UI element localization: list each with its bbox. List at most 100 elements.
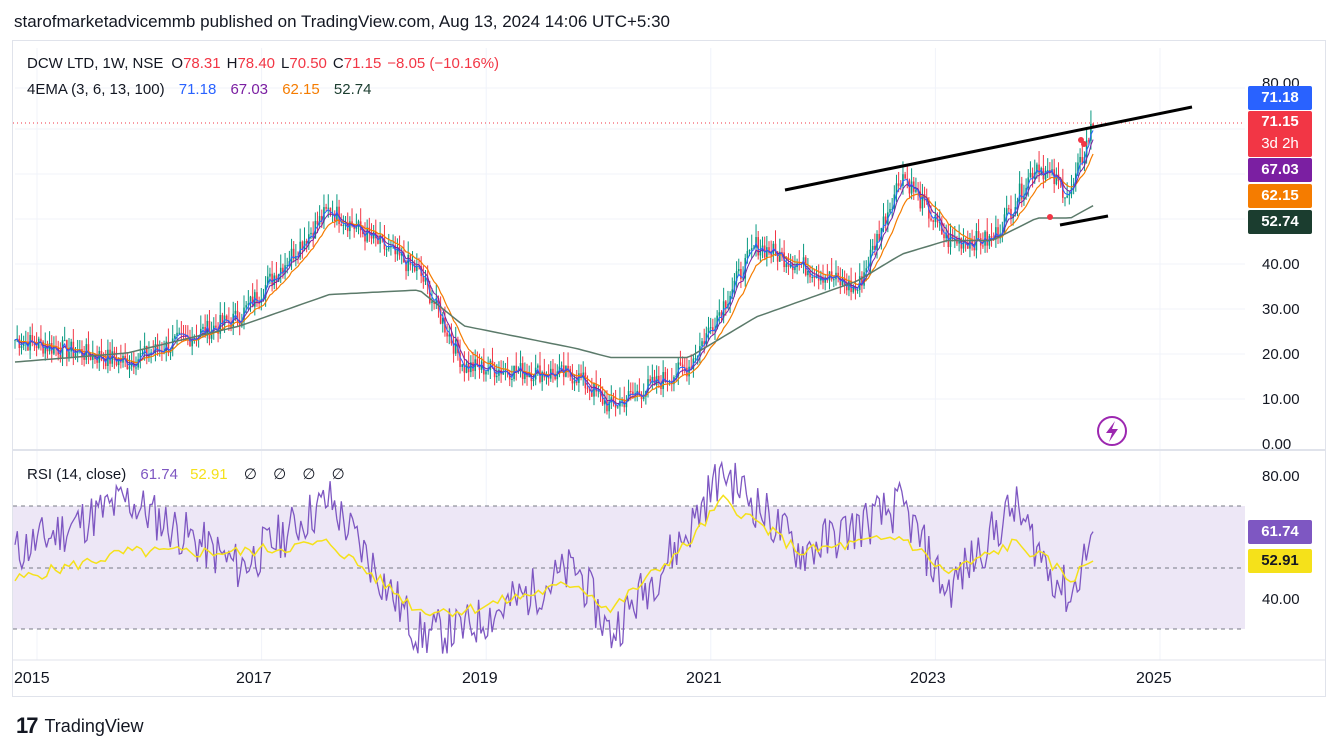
candle-body	[865, 268, 868, 273]
candle-body	[245, 305, 247, 308]
candle-body	[1031, 172, 1034, 179]
candle-body	[694, 358, 697, 360]
chart-frame[interactable]	[12, 40, 1326, 697]
candle-body	[770, 253, 772, 256]
candle-body	[424, 277, 427, 282]
rsi-legend[interactable]: RSI (14, close) 61.74 52.91 ∅ ∅ ∅ ∅	[27, 465, 351, 483]
low-value: 70.50	[289, 55, 327, 72]
candle-body	[422, 275, 425, 282]
price-tick: 0.00	[1262, 436, 1291, 453]
candle-body	[785, 263, 788, 268]
candle-body	[845, 285, 848, 291]
resistance-trendline[interactable]	[784, 105, 1193, 192]
change-value: −8.05 (−10.16%)	[387, 55, 500, 72]
candle-body	[923, 194, 926, 201]
candle-body	[638, 390, 641, 395]
candle-body	[604, 400, 606, 405]
rsi-legend-name: RSI (14, close)	[27, 466, 127, 483]
ema3-line	[14, 130, 1094, 407]
candle-body	[498, 369, 500, 376]
candle-body	[748, 250, 751, 252]
candle-body	[342, 224, 345, 226]
price-axis[interactable]: 80.00 40.00 30.00 20.00 10.00 0.00	[1262, 75, 1300, 453]
tradingview-footer[interactable]: 17 TradingView	[16, 713, 144, 739]
candle-body	[355, 227, 358, 229]
candle-body	[470, 362, 472, 373]
candle-body	[292, 248, 295, 260]
candle-body	[789, 263, 792, 267]
candle-body	[856, 289, 859, 291]
candle-body	[431, 301, 433, 304]
candle-body	[552, 368, 554, 374]
candle-body	[951, 234, 954, 240]
support-trendline[interactable]	[1059, 214, 1109, 227]
time-tick: 2025	[1136, 670, 1172, 687]
candle-body	[1023, 195, 1025, 200]
countdown: 3d 2h	[1261, 135, 1299, 152]
candle-body	[768, 247, 770, 254]
candle-body	[448, 334, 451, 337]
lightning-icon[interactable]	[1097, 416, 1127, 446]
candle-body	[537, 365, 539, 368]
candle-body	[128, 366, 131, 370]
candle-body	[1087, 140, 1090, 142]
candle-body	[22, 342, 25, 346]
candle-body	[167, 341, 170, 353]
tradingview-logo-icon: 17	[16, 713, 39, 738]
candle-body	[891, 208, 893, 210]
close-label: C	[332, 55, 344, 72]
candle-body	[906, 178, 909, 180]
candle-body	[91, 354, 94, 360]
candle-body	[746, 251, 749, 258]
candle-body	[221, 315, 224, 325]
candle-body	[897, 183, 900, 186]
candle-body	[969, 240, 971, 249]
candle-body	[560, 365, 563, 367]
candle-body	[655, 375, 658, 386]
candle-body	[737, 268, 740, 272]
close-value: 71.15	[343, 55, 382, 72]
time-axis[interactable]: 2015 2017 2019 2021 2023 2025	[14, 670, 1172, 687]
candle-body	[990, 236, 993, 238]
candle-body	[757, 237, 760, 256]
candle-body	[340, 224, 343, 226]
high-label: H	[226, 55, 238, 72]
candle-body	[407, 254, 410, 272]
candle-body	[679, 362, 682, 365]
candle-body	[63, 340, 66, 342]
candle-body	[1008, 208, 1010, 210]
candle-body	[884, 216, 887, 225]
candle-body	[820, 277, 822, 281]
candle-body	[476, 359, 479, 366]
empty-value: ∅	[302, 466, 316, 483]
candle-body	[295, 256, 297, 260]
candle-body	[411, 264, 414, 266]
candle-body	[740, 268, 742, 280]
candle-body	[275, 275, 278, 282]
rsi-axis[interactable]: 80.00 40.00	[1262, 468, 1300, 608]
candle-body	[202, 326, 204, 329]
candle-body	[141, 353, 144, 355]
candle-body	[74, 353, 77, 358]
candle-body	[364, 233, 366, 242]
candle-body	[508, 373, 511, 380]
candle-body	[1064, 197, 1066, 199]
candle-body	[936, 214, 939, 223]
price-tick: 40.00	[1262, 256, 1300, 273]
candle-body	[485, 371, 487, 375]
candle-body	[368, 227, 371, 234]
candle-body	[735, 271, 738, 281]
candle-body	[1055, 174, 1058, 185]
ema-legend[interactable]: 4EMA (3, 6, 13, 100) 71.18 67.03 62.15 5…	[27, 81, 377, 98]
candle-body	[930, 218, 932, 221]
candle-body	[405, 262, 407, 272]
candle-body	[290, 248, 293, 262]
candle-body	[1046, 170, 1049, 172]
candle-body	[325, 207, 327, 209]
candle-body	[465, 363, 468, 373]
candle-body	[305, 240, 308, 245]
candle-body	[895, 183, 898, 195]
symbol-legend[interactable]: DCW LTD, 1W, NSE O78.31 H78.40 L70.50 C71.15…	[27, 55, 505, 72]
candle-body	[320, 216, 323, 222]
